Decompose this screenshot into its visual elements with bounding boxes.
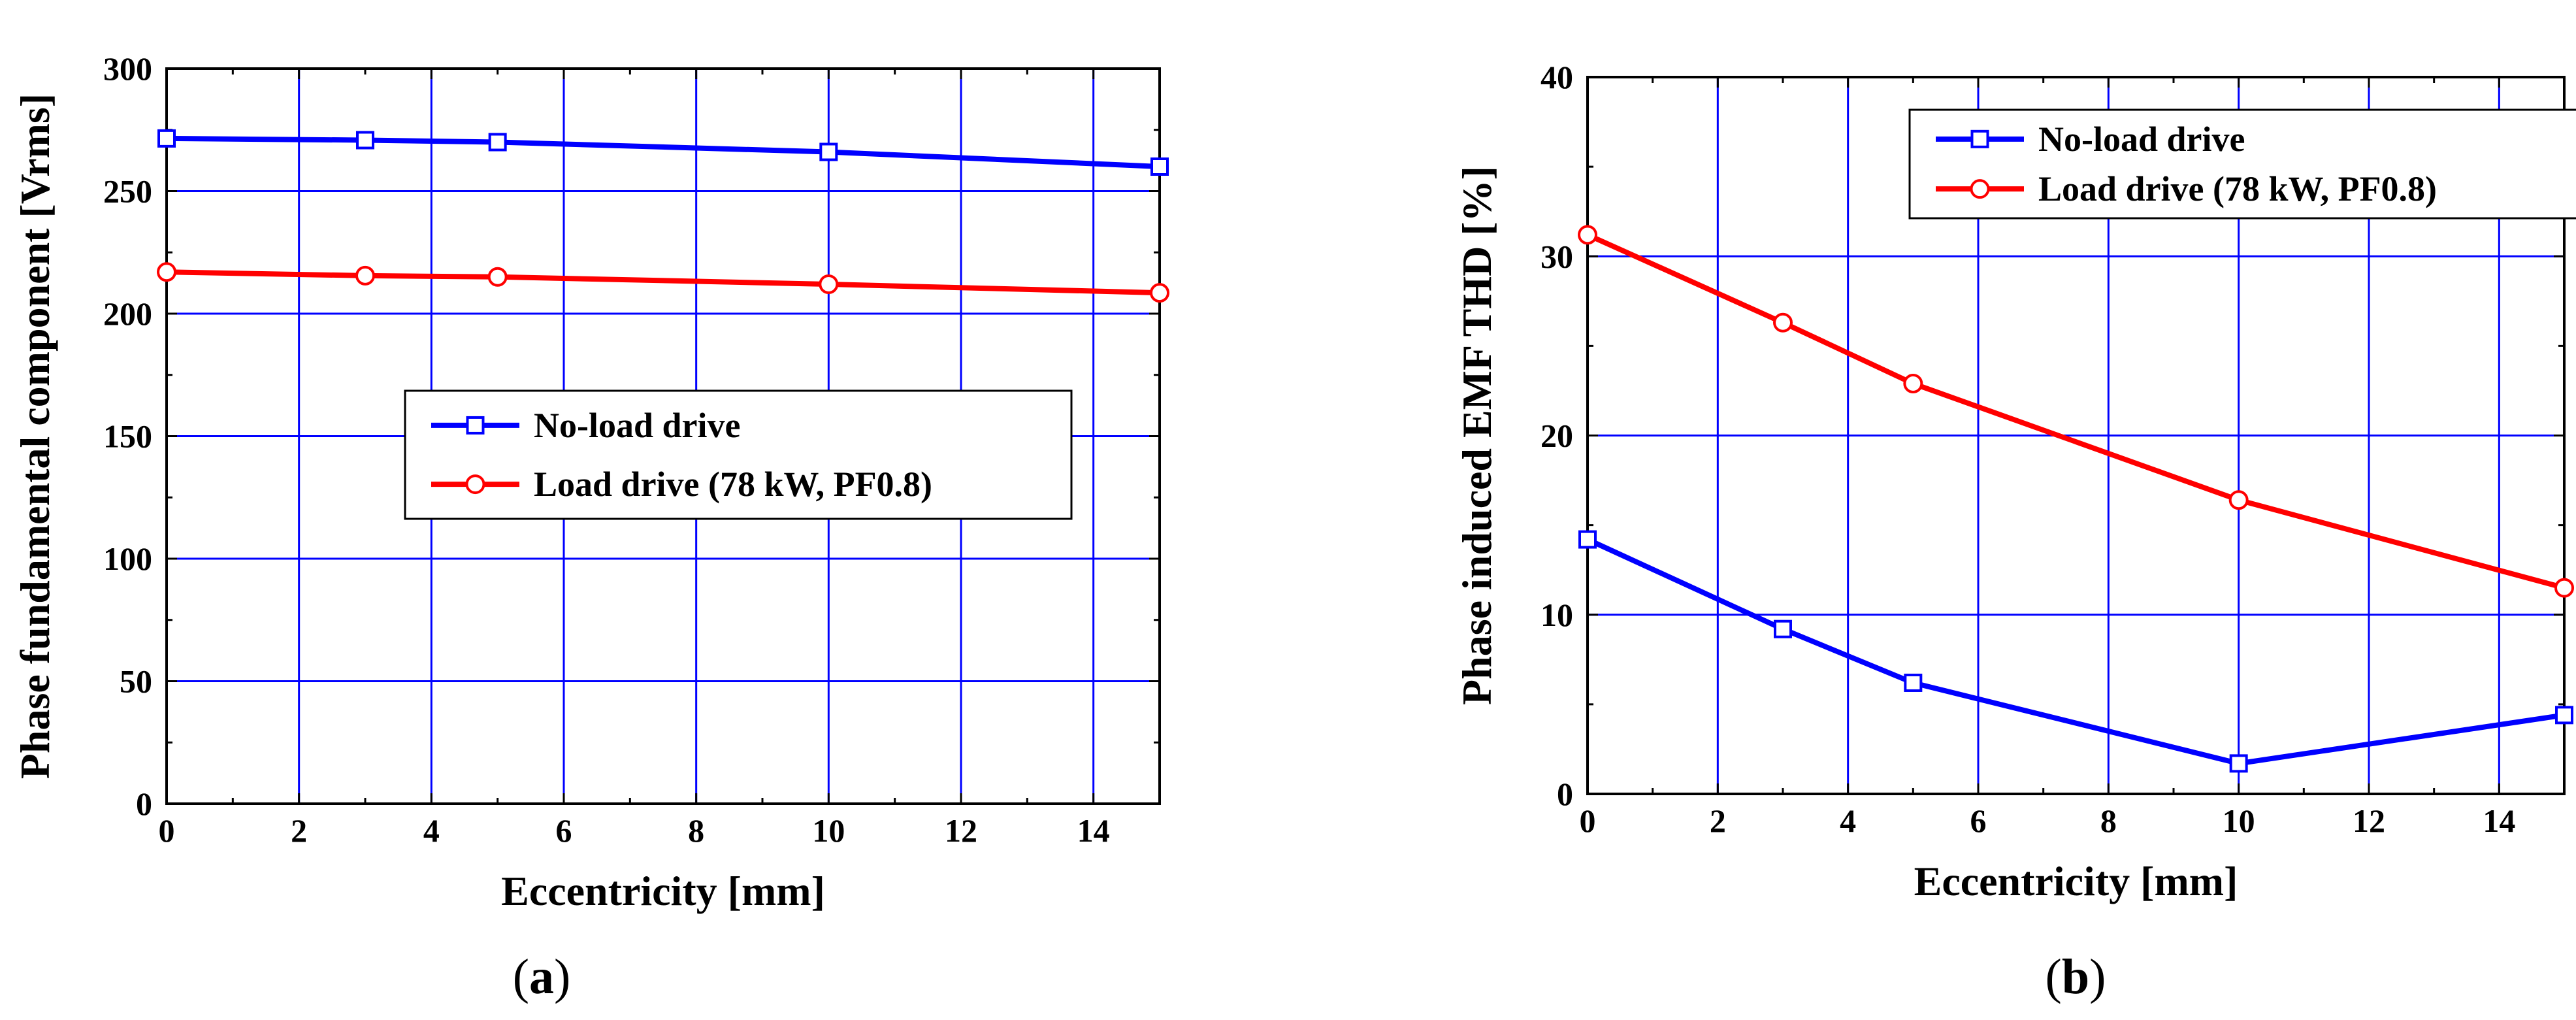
- series-line-no-load: [1586, 536, 2565, 766]
- y-axis-title: Phase induced EMF THD [%]: [1454, 166, 1500, 705]
- data-point-load: [2554, 578, 2574, 598]
- series-line-load: [1586, 232, 2566, 591]
- y-tick-label: 0: [1557, 776, 1573, 812]
- y-axis-title: Phase fundamental component [Vrms]: [12, 93, 58, 779]
- data-point-load: [157, 262, 176, 282]
- y-tick-label: 100: [103, 540, 152, 577]
- legend-marker-square: [466, 416, 485, 435]
- x-tick-label: 14: [2483, 802, 2515, 839]
- data-point-no-load: [2555, 706, 2573, 725]
- legend-box: [404, 389, 1073, 520]
- y-tick-label: 0: [136, 785, 152, 822]
- y-tick-label: 20: [1541, 418, 1573, 454]
- legend-label: No-load drive: [534, 406, 741, 445]
- panel-label: (a): [513, 949, 571, 1004]
- data-point-no-load: [356, 131, 374, 150]
- data-point-load: [819, 274, 839, 294]
- series-line-no-load: [166, 135, 1160, 169]
- y-tick-label: 30: [1541, 238, 1573, 274]
- x-tick-label: 2: [1710, 802, 1726, 839]
- data-point-load: [487, 267, 508, 287]
- data-point-load: [1773, 312, 1793, 333]
- y-tick-label: 50: [120, 663, 152, 700]
- data-point-no-load: [2229, 754, 2248, 773]
- x-tick-label: 4: [1840, 802, 1856, 839]
- data-point-load: [1903, 373, 1923, 393]
- y-tick-label: 150: [103, 418, 152, 455]
- panel-label: (b): [2046, 949, 2106, 1004]
- x-tick-label: 12: [945, 812, 977, 849]
- x-tick-label: 10: [812, 812, 845, 849]
- x-axis-title: Eccentricity [mm]: [1914, 858, 2238, 904]
- x-tick-label: 2: [291, 812, 307, 849]
- data-point-no-load: [819, 142, 838, 161]
- y-tick-label: 40: [1541, 59, 1573, 95]
- plot-frame: [165, 67, 1161, 805]
- y-tick-label: 250: [103, 173, 152, 210]
- series-line-load: [166, 269, 1160, 296]
- data-point-no-load: [488, 133, 507, 152]
- y-tick-label: 300: [103, 50, 152, 87]
- data-point-no-load: [1904, 673, 1923, 692]
- legend-marker-square: [1970, 129, 1989, 148]
- x-tick-label: 0: [1580, 802, 1596, 839]
- data-point-load: [1150, 283, 1169, 303]
- x-tick-label: 8: [2100, 802, 2117, 839]
- x-tick-label: 6: [1970, 802, 1987, 839]
- data-point-load: [355, 265, 375, 286]
- x-tick-label: 10: [2223, 802, 2255, 839]
- chart-panel-b: 0 2 4 6 8 10 12 14 0 10 20 30 40 Eccentricity [mm] Pha…: [1454, 59, 2576, 1004]
- data-point-no-load: [1578, 530, 1597, 549]
- data-point-no-load: [1774, 619, 1792, 638]
- legend-marker-circle: [465, 474, 485, 495]
- x-axis-title: Eccentricity [mm]: [501, 868, 825, 914]
- data-point-no-load: [157, 129, 176, 148]
- data-point-load: [1578, 225, 1597, 245]
- x-tick-label: 8: [688, 812, 704, 849]
- x-tick-label: 14: [1077, 812, 1110, 849]
- data-point-no-load: [1150, 157, 1169, 176]
- legend-label: Load drive (78 kW, PF0.8): [2038, 169, 2437, 208]
- y-tick-label: 10: [1541, 597, 1573, 633]
- x-tick-label: 6: [556, 812, 572, 849]
- y-tick-label: 200: [103, 295, 152, 332]
- plot-frame: [1586, 76, 2566, 795]
- legend-box: [1908, 108, 2576, 220]
- x-tick-label: 12: [2353, 802, 2385, 839]
- legend-label: Load drive (78 kW, PF0.8): [534, 465, 932, 504]
- legend-marker-circle: [1970, 179, 1990, 199]
- x-tick-label: 0: [159, 812, 175, 849]
- data-point-load: [2228, 490, 2249, 510]
- x-tick-label: 4: [423, 812, 440, 849]
- chart-panel-a: 0 2 4 6 8 10 12 14 0 50 100 150 200 250 300 Eccentricit…: [12, 50, 1169, 1004]
- legend-label: No-load drive: [2038, 120, 2245, 159]
